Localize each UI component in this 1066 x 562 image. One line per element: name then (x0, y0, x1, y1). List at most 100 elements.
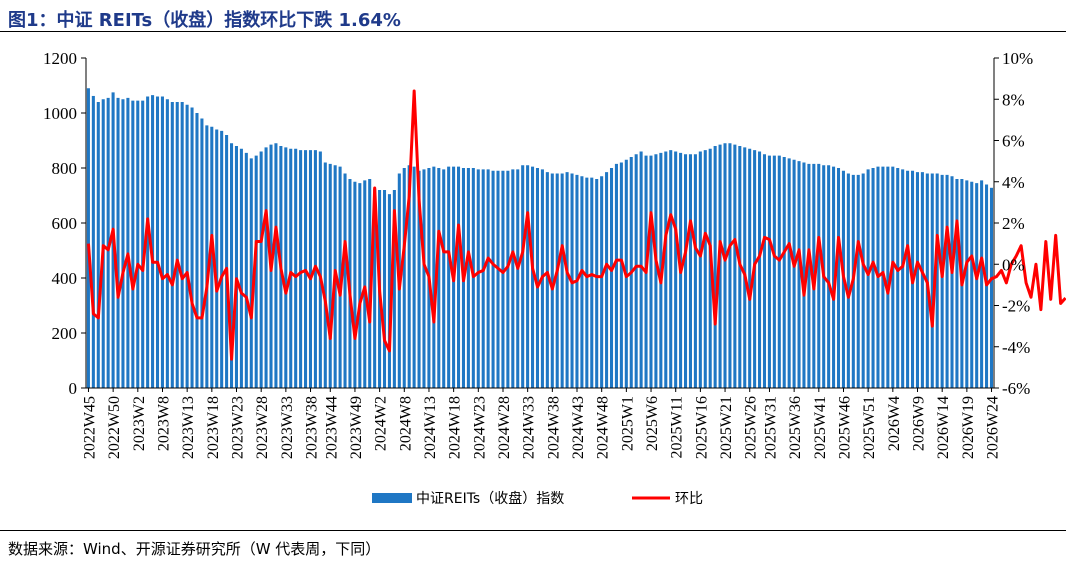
index-bar (417, 170, 421, 388)
index-bar (496, 170, 500, 388)
x-tick-label: 2023W38 (304, 396, 321, 459)
index-bar (412, 166, 416, 388)
x-tick-label: 2023W23 (230, 396, 247, 459)
x-tick-label: 2023W2 (131, 396, 148, 451)
index-bar (605, 172, 609, 389)
index-bar (382, 190, 387, 388)
index-bar (442, 169, 446, 389)
index-bar (387, 194, 391, 389)
source-note: 数据来源：Wind、开源证券研究所（W 代表周，下同） (8, 540, 381, 558)
index-bar (239, 148, 243, 388)
index-bar (215, 129, 219, 388)
index-bar (915, 172, 919, 389)
x-tick-label: 2026W19 (960, 396, 977, 459)
x-tick-label: 2024W2 (373, 396, 390, 451)
index-bar (649, 155, 653, 388)
index-bar (457, 166, 461, 388)
index-bar (614, 163, 618, 389)
source-divider (0, 530, 1066, 531)
index-bar (669, 150, 673, 389)
x-tick-label: 2024W8 (397, 396, 414, 451)
right-tick-label: -4% (1002, 338, 1030, 357)
index-bar (856, 174, 860, 389)
index-bar (205, 125, 209, 389)
index-bar (501, 170, 505, 388)
index-bar (521, 165, 525, 388)
index-bar (743, 147, 747, 389)
legend-bar-swatch (372, 493, 412, 503)
index-bar (723, 143, 727, 388)
right-tick-label: 8% (1002, 90, 1025, 109)
index-bar (545, 172, 549, 389)
index-bar (353, 181, 357, 388)
right-tick-label: 6% (1002, 132, 1025, 151)
x-tick-label: 2025W11 (669, 396, 686, 459)
index-bar (693, 154, 697, 388)
x-tick-label: 2026W14 (935, 396, 952, 459)
x-tick-label: 2024W18 (447, 396, 464, 459)
index-bar (190, 107, 194, 388)
mom-line-series (86, 89, 1066, 361)
index-bar (955, 179, 959, 388)
legend: 中证REITs（收盘）指数 环比 (372, 490, 703, 507)
x-tick-label: 2024W33 (521, 396, 538, 459)
mom-line (86, 89, 1066, 361)
index-bar (654, 154, 658, 388)
index-bar (832, 166, 836, 388)
index-bar (945, 174, 949, 389)
index-bar (901, 169, 905, 389)
index-bar (555, 173, 559, 388)
x-tick-label: 2025W6 (644, 396, 661, 451)
left-tick-label: 0 (69, 379, 78, 398)
index-bar (827, 165, 831, 388)
index-bar (782, 157, 786, 388)
index-bar (836, 168, 841, 388)
index-bar (165, 99, 169, 388)
index-bar (343, 173, 347, 388)
right-tick-label: 4% (1002, 173, 1025, 192)
index-bar (861, 173, 865, 388)
index-bar (674, 151, 678, 388)
index-bar (234, 146, 238, 388)
left-tick-label: 400 (52, 269, 78, 288)
index-bar (407, 165, 411, 388)
index-bar (180, 102, 184, 388)
x-tick-label: 2025W16 (693, 396, 710, 459)
index-bar (299, 150, 303, 389)
right-axis-tick-labels: -6% -4% -2% 0% 2% 4% 6% 8% 10% (1002, 49, 1033, 398)
index-bar (249, 158, 253, 389)
title-divider (0, 31, 1066, 32)
index-bar (328, 163, 332, 389)
index-bar (195, 113, 199, 388)
index-bar (175, 102, 179, 388)
index-bar (220, 130, 224, 389)
index-bar (264, 147, 268, 389)
x-tick-label: 2023W8 (155, 396, 172, 451)
index-bar (565, 172, 569, 389)
index-bar (560, 173, 564, 388)
index-bar (131, 100, 135, 389)
x-tick-label: 2025W46 (836, 396, 853, 459)
index-bar (136, 100, 140, 389)
index-bar (86, 88, 90, 388)
index-bar (866, 169, 870, 389)
right-tick-label: -2% (1002, 297, 1030, 316)
index-bar (580, 176, 584, 388)
index-bar (871, 168, 875, 388)
index-bar (920, 172, 924, 389)
x-tick-label: 2024W13 (422, 396, 439, 459)
index-bar (935, 173, 939, 388)
index-bar (121, 99, 125, 388)
left-tick-label: 200 (52, 324, 78, 343)
index-bar (767, 155, 771, 388)
x-tick-label: 2024W48 (595, 396, 612, 459)
x-tick-label: 2024W43 (570, 396, 587, 459)
index-bar (289, 148, 293, 388)
x-tick-label: 2025W41 (812, 396, 829, 459)
index-bar (96, 102, 100, 388)
chart-axes (81, 57, 999, 392)
index-bar (116, 97, 120, 389)
index-bar (323, 162, 327, 388)
right-tick-label: -6% (1002, 379, 1030, 398)
x-tick-label: 2023W44 (323, 396, 340, 459)
